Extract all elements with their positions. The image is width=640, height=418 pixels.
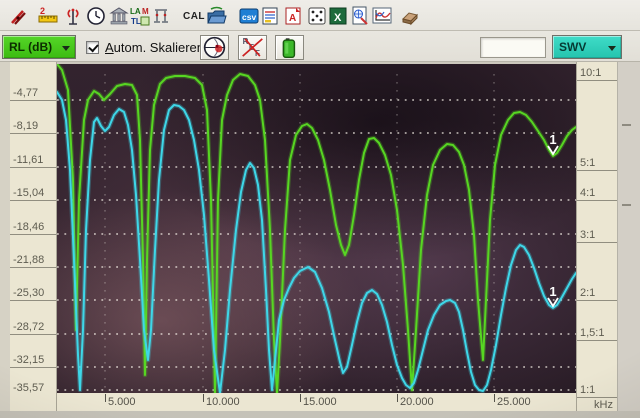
csv-icon: csv [238, 5, 260, 27]
toolbar-button-report-document[interactable] [348, 4, 372, 28]
trace2-value: SWV [559, 40, 586, 54]
scale-icon: 2 [37, 5, 59, 27]
battery-icon [276, 34, 303, 61]
y-left-tick: -25,30 [13, 287, 44, 299]
x-tick-label: 10.000 [206, 396, 240, 408]
analyzer-app-window: 2 LAMTL CAL csv A X RL (dB) Autom. Skali… [0, 0, 640, 418]
svg-text:A: A [289, 13, 296, 24]
trace-canvas: 11 [57, 64, 576, 393]
marker-label: 1 [549, 132, 556, 147]
y-right-tick: 2:1 [580, 287, 595, 299]
toolbar-button-open-folder[interactable] [204, 4, 228, 28]
clock-icon [85, 5, 107, 27]
cal-label: CAL [183, 11, 205, 22]
y-left-tick: -4,77 [13, 87, 38, 99]
excel-icon: X [327, 5, 349, 27]
open-folder-icon [205, 5, 227, 27]
pdf-icon: A [282, 5, 304, 27]
y-left-tick: -32,15 [13, 354, 44, 366]
x-tick-label: 20.000 [400, 396, 434, 408]
autoscale-label: Autom. Skalieren [105, 40, 204, 55]
x-tick-label: 15.000 [303, 396, 337, 408]
clamp-stand-icon [150, 5, 172, 27]
toolbar-button-antenna[interactable] [61, 4, 85, 28]
window-bottom-edge [0, 411, 640, 418]
svg-text:csv: csv [242, 12, 256, 22]
svg-text:X: X [334, 12, 342, 24]
report-document-icon [349, 5, 371, 27]
y-left-tick: -15,04 [13, 187, 44, 199]
y-left-tick: -18,46 [13, 221, 44, 233]
y-right-tick: 4:1 [580, 187, 595, 199]
toolbar-button-pdf-export[interactable]: A [281, 4, 305, 28]
lc-values-icon: LAMTL [129, 5, 151, 27]
y-left-tick: -28,72 [13, 321, 44, 333]
toolbar-button-table-document[interactable] [258, 4, 282, 28]
control-bar: RL (dB) Autom. Skalieren REF SWV [0, 31, 640, 62]
antenna-icon [62, 5, 84, 27]
trace1-value: RL (dB) [9, 40, 52, 54]
trace1-select[interactable]: RL (dB) [2, 35, 76, 59]
smith-chart-icon [201, 34, 228, 61]
chevron-down-icon [62, 46, 70, 51]
y-left-tick: -35,57 [13, 382, 44, 394]
marker-label: 1 [549, 284, 556, 299]
ref-off-button[interactable]: REF [238, 35, 267, 60]
autoscale-checkbox[interactable] [86, 41, 99, 54]
y-left-tick: -11,61 [13, 154, 43, 166]
dice-icon [306, 5, 328, 27]
value-readout-field[interactable] [480, 37, 546, 58]
toolbar-button-eraser[interactable] [398, 4, 422, 28]
y-right-tick: 3:1 [580, 229, 595, 241]
x-axis-unit-label: kHz [594, 399, 613, 411]
toolbar-button-scale[interactable]: 2 [36, 4, 60, 28]
curve-chart-icon [371, 5, 393, 27]
y-right-tick: 5:1 [580, 157, 595, 169]
x-tick-label: 5.000 [108, 396, 136, 408]
toolbar-button-excel-export[interactable]: X [326, 4, 350, 28]
y-right-tick: 10:1 [580, 67, 601, 79]
toolbar-button-tools[interactable] [7, 4, 31, 28]
ref-crossed-icon: REF [239, 34, 266, 61]
chevron-down-icon [608, 46, 616, 51]
svg-text:2: 2 [40, 6, 45, 16]
trace2-select[interactable]: SWV [552, 35, 622, 59]
toolbar-button-clock[interactable] [84, 4, 108, 28]
eraser-icon [399, 5, 421, 27]
svg-text:LA: LA [130, 7, 141, 16]
smith-chart-button[interactable] [200, 35, 229, 60]
svg-text:M: M [142, 7, 149, 16]
y-right-tick: 1:1 [580, 384, 595, 396]
x-tick-label: 25.000 [497, 396, 531, 408]
solder-tools-icon [8, 5, 30, 27]
svg-text:TL: TL [131, 17, 141, 26]
y-right-tick: 1,5:1 [580, 327, 604, 339]
y-left-tick: -21,88 [13, 254, 44, 266]
toolbar-button-clamp[interactable] [149, 4, 173, 28]
building-icon [108, 5, 130, 27]
toolbar-button-curve-chart[interactable] [370, 4, 394, 28]
y-axis-right-swr: 10:1 5:1 4:1 3:1 2:1 1,5:1 1:1 kHz [576, 62, 617, 411]
battery-button[interactable] [275, 35, 304, 60]
x-axis: 5.000 10.000 15.000 20.000 25.000 [57, 393, 576, 411]
table-document-icon [259, 5, 281, 27]
window-right-edge [617, 62, 640, 418]
plot-area[interactable]: 11 [57, 64, 576, 393]
y-left-tick: -8,19 [13, 120, 38, 132]
window-left-edge [0, 62, 10, 418]
y-axis-left-rl: -4,77 -8,19 -11,61 -15,04 -18,46 -21,88 … [10, 62, 57, 411]
main-toolbar: 2 LAMTL CAL csv A X [0, 0, 640, 31]
